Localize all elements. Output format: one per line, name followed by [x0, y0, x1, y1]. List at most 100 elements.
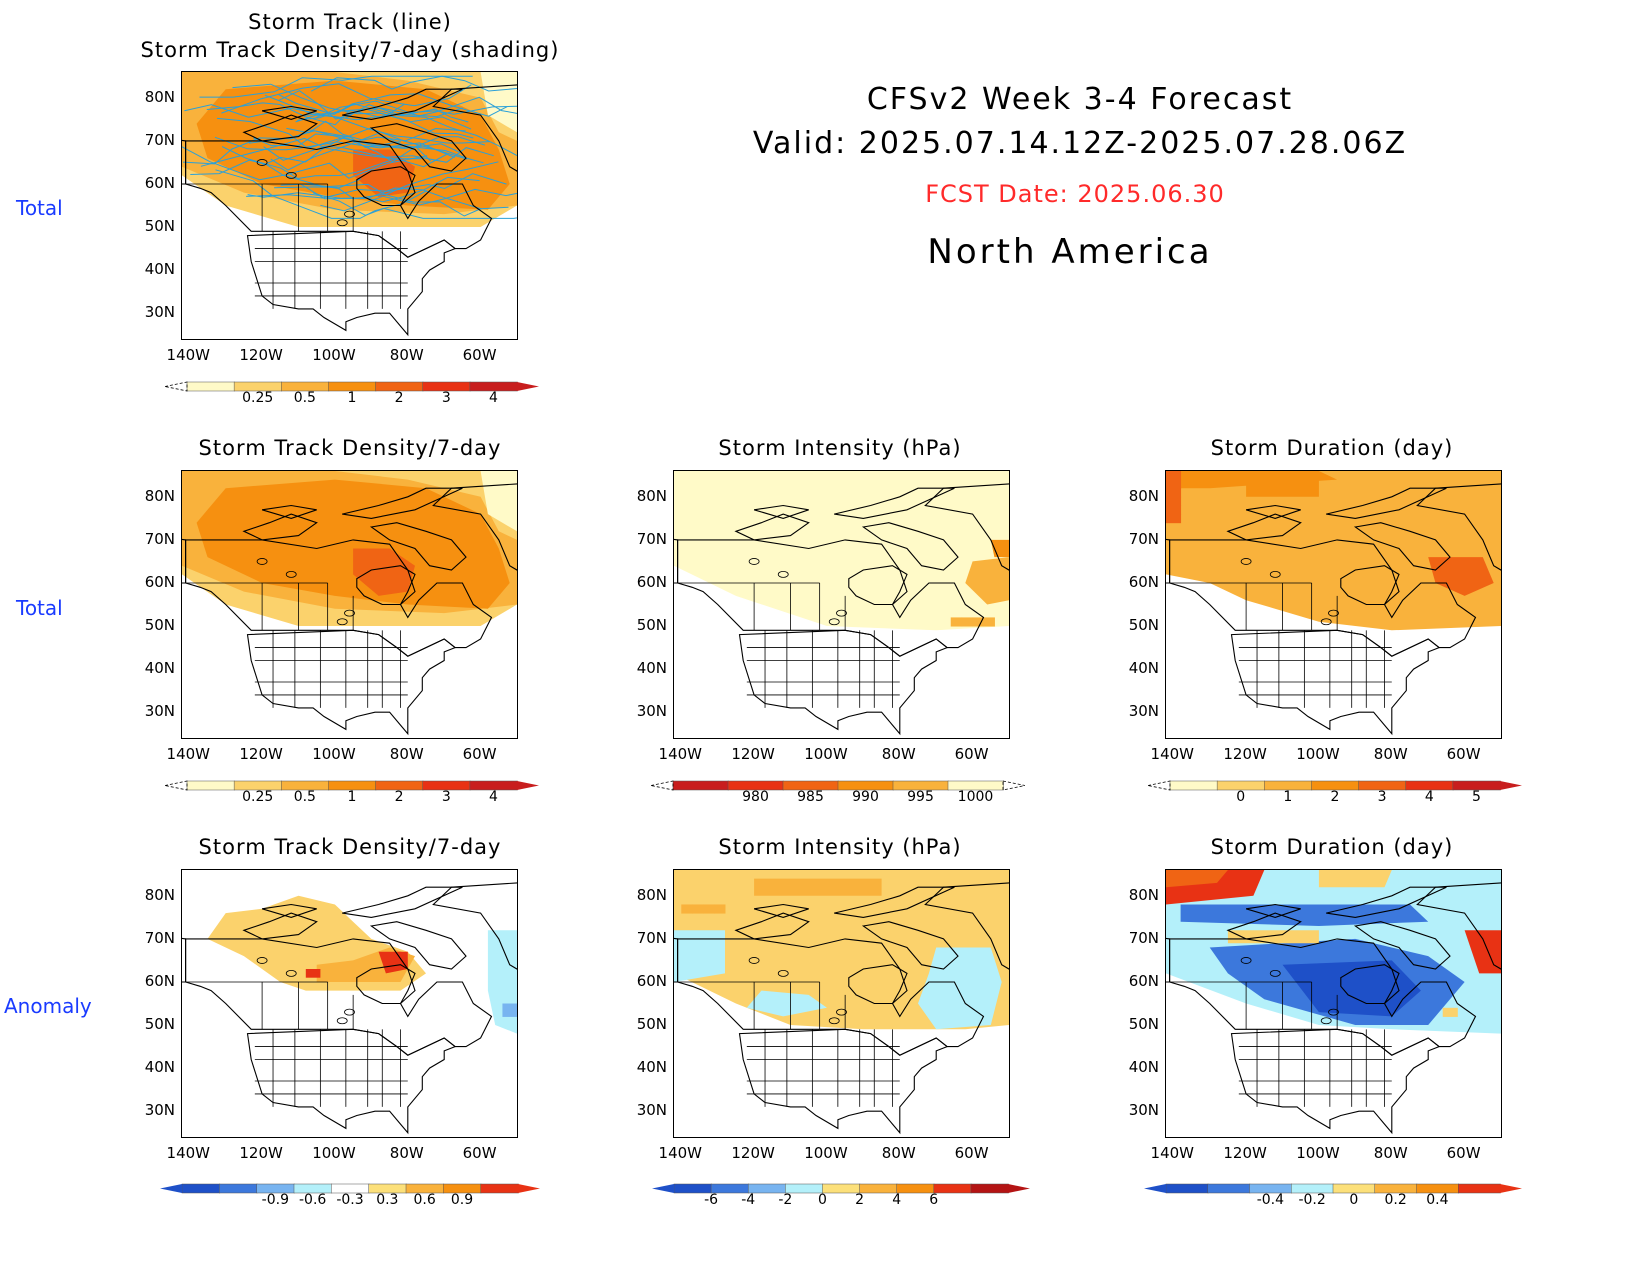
- lon-tick-label: 60W: [462, 745, 497, 763]
- row-label-total-2: Total: [16, 596, 63, 620]
- lat-tick-label: 50N: [144, 1015, 175, 1034]
- map-duration-total: [1165, 470, 1502, 739]
- lat-tick-label: 50N: [1128, 1015, 1159, 1034]
- lat-tick-label: 50N: [1128, 616, 1159, 635]
- colorbar-tick-label: 980: [742, 789, 769, 805]
- lat-tick-label: 40N: [144, 1058, 175, 1077]
- panel-7-title: Storm Duration (day): [1210, 835, 1454, 859]
- colorbar-tick-label: 0.5: [293, 390, 316, 406]
- colorbar-tick-label: 1000: [957, 789, 994, 805]
- lat-tick-label: 30N: [144, 303, 175, 322]
- colorbar-tick-label: 4: [488, 390, 498, 406]
- lat-tick-label: 70N: [144, 928, 175, 947]
- lon-tick-label: 60W: [954, 1144, 989, 1162]
- fcst-date: FCST Date: 2025.06.30: [925, 180, 1225, 208]
- lat-tick-label: 30N: [1128, 1101, 1159, 1120]
- colorbar-tick-label: 0.25: [242, 789, 274, 805]
- lat-tick-label: 70N: [636, 928, 667, 947]
- colorbar-density-anomaly: -0.9 -0.6 -0.3 0.3 0.6 0.9: [160, 1180, 540, 1210]
- colorbar-tick-label: -0.2: [1298, 1192, 1326, 1208]
- lon-tick-label: 80W: [1373, 1144, 1408, 1162]
- lon-tick-label: 140W: [1150, 1144, 1195, 1162]
- region-title: North America: [927, 232, 1213, 272]
- lon-tick-label: 80W: [1373, 745, 1408, 763]
- lon-tick-label: 80W: [881, 1144, 916, 1162]
- lat-tick-label: 50N: [636, 1015, 667, 1034]
- colorbar-tick-label: 2: [855, 1192, 864, 1208]
- colorbar-duration-anomaly: -0.4 -0.2 0 0.2 0.4: [1144, 1180, 1522, 1210]
- lon-tick-label: 140W: [658, 1144, 703, 1162]
- lat-tick-label: 80N: [144, 486, 175, 505]
- colorbar-tick-label: 5: [1471, 789, 1481, 805]
- lat-tick-label: 60N: [1128, 971, 1159, 990]
- lon-tick-label: 80W: [881, 745, 916, 763]
- colorbar-tick-label: 2: [1330, 789, 1340, 805]
- panel-6-title: Storm Intensity (hPa): [718, 835, 962, 859]
- colorbar-tick-label: -2: [778, 1192, 793, 1208]
- lon-tick-label: 60W: [1446, 1144, 1481, 1162]
- map-intensity-total: [673, 470, 1010, 739]
- lat-tick-label: 40N: [636, 1058, 667, 1077]
- panel-3-title: Storm Intensity (hPa): [718, 436, 962, 460]
- lat-tick-label: 30N: [1128, 702, 1159, 721]
- lon-tick-label: 100W: [312, 745, 356, 763]
- panel-1-title-line: Storm Track (line): [248, 10, 452, 34]
- colorbar-tick-label: 1: [347, 789, 357, 805]
- lat-tick-label: 60N: [144, 173, 175, 192]
- panel-5-title: Storm Track Density/7-day: [198, 835, 502, 859]
- lon-tick-label: 120W: [239, 745, 283, 763]
- colorbar-tick-label: -0.3: [336, 1192, 364, 1208]
- colorbar-tick-label: 0.4: [1426, 1192, 1449, 1208]
- colorbar-tick-label: 0.5: [293, 789, 316, 805]
- map-density-total: [181, 470, 518, 739]
- lon-tick-label: 80W: [389, 745, 424, 763]
- colorbar-tick-label: 3: [1377, 789, 1387, 805]
- colorbar-tick-label: 6: [929, 1192, 939, 1208]
- colorbar-tick-label: 1: [1283, 789, 1293, 805]
- colorbar-intensity-anomaly: -6 -4 -2 0 2 4 6: [652, 1180, 1030, 1210]
- lat-tick-label: 60N: [1128, 572, 1159, 591]
- lat-tick-label: 50N: [144, 616, 175, 635]
- colorbar-tick-label: -6: [704, 1192, 719, 1208]
- map-density-with-tracks: [181, 71, 518, 340]
- lat-tick-label: 30N: [144, 702, 175, 721]
- colorbar-tick-label: 0: [1349, 1192, 1359, 1208]
- colorbar-tick-label: 2: [394, 789, 404, 805]
- lat-tick-label: 60N: [636, 971, 667, 990]
- colorbar-tick-label: 0.3: [376, 1192, 399, 1208]
- panel-2-title: Storm Track Density/7-day: [198, 436, 502, 460]
- colorbar-tick-label: 0.25: [242, 390, 274, 406]
- lon-tick-label: 120W: [239, 1144, 283, 1162]
- lon-tick-label: 140W: [1150, 745, 1195, 763]
- map-duration-anomaly: [1165, 869, 1502, 1138]
- lon-tick-label: 60W: [954, 745, 989, 763]
- colorbar-tick-label: 4: [1424, 789, 1434, 805]
- panel-4-title: Storm Duration (day): [1210, 436, 1454, 460]
- row-label-anomaly: Anomaly: [4, 994, 92, 1018]
- lon-tick-label: 60W: [462, 346, 497, 364]
- lat-tick-label: 80N: [636, 885, 667, 904]
- lon-tick-label: 120W: [1223, 745, 1267, 763]
- lon-tick-label: 140W: [166, 346, 211, 364]
- lon-tick-label: 60W: [1446, 745, 1481, 763]
- panel-1-title-shading: Storm Track Density/7-day (shading): [140, 38, 560, 62]
- lon-tick-label: 100W: [1296, 745, 1340, 763]
- lon-tick-label: 100W: [312, 346, 356, 364]
- lon-tick-label: 140W: [166, 1144, 211, 1162]
- lon-tick-label: 100W: [804, 1144, 848, 1162]
- forecast-title: CFSv2 Week 3-4 Forecast: [866, 82, 1294, 117]
- lat-tick-label: 40N: [144, 659, 175, 678]
- colorbar-tick-label: -4: [741, 1192, 756, 1208]
- colorbar-tick-label: 995: [907, 789, 934, 805]
- colorbar-intensity-total: 980 985 990 995 1000: [650, 777, 1026, 807]
- lat-tick-label: 80N: [144, 885, 175, 904]
- lon-tick-label: 120W: [731, 1144, 775, 1162]
- colorbar-tick-label: 0.6: [413, 1192, 436, 1208]
- lat-tick-label: 70N: [636, 529, 667, 548]
- colorbar-tick-label: 990: [852, 789, 879, 805]
- colorbar-tick-label: 0.2: [1384, 1192, 1407, 1208]
- colorbar-tick-label: 4: [892, 1192, 902, 1208]
- colorbar-tick-label: 0.9: [450, 1192, 474, 1208]
- colorbar-tick-label: 4: [488, 789, 498, 805]
- lat-tick-label: 80N: [636, 486, 667, 505]
